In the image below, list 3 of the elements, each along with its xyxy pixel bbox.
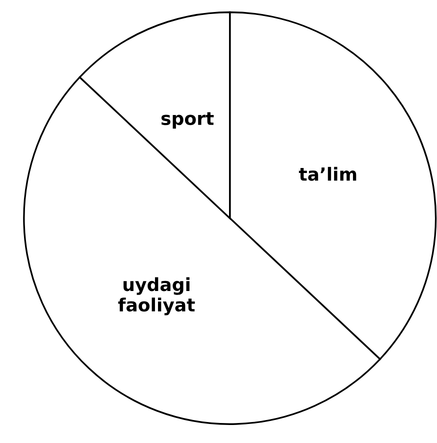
slice-label: ta’lim [298, 166, 356, 181]
slice-label: uydagi faoliyat [118, 277, 195, 316]
slice-label: sport [161, 112, 214, 129]
